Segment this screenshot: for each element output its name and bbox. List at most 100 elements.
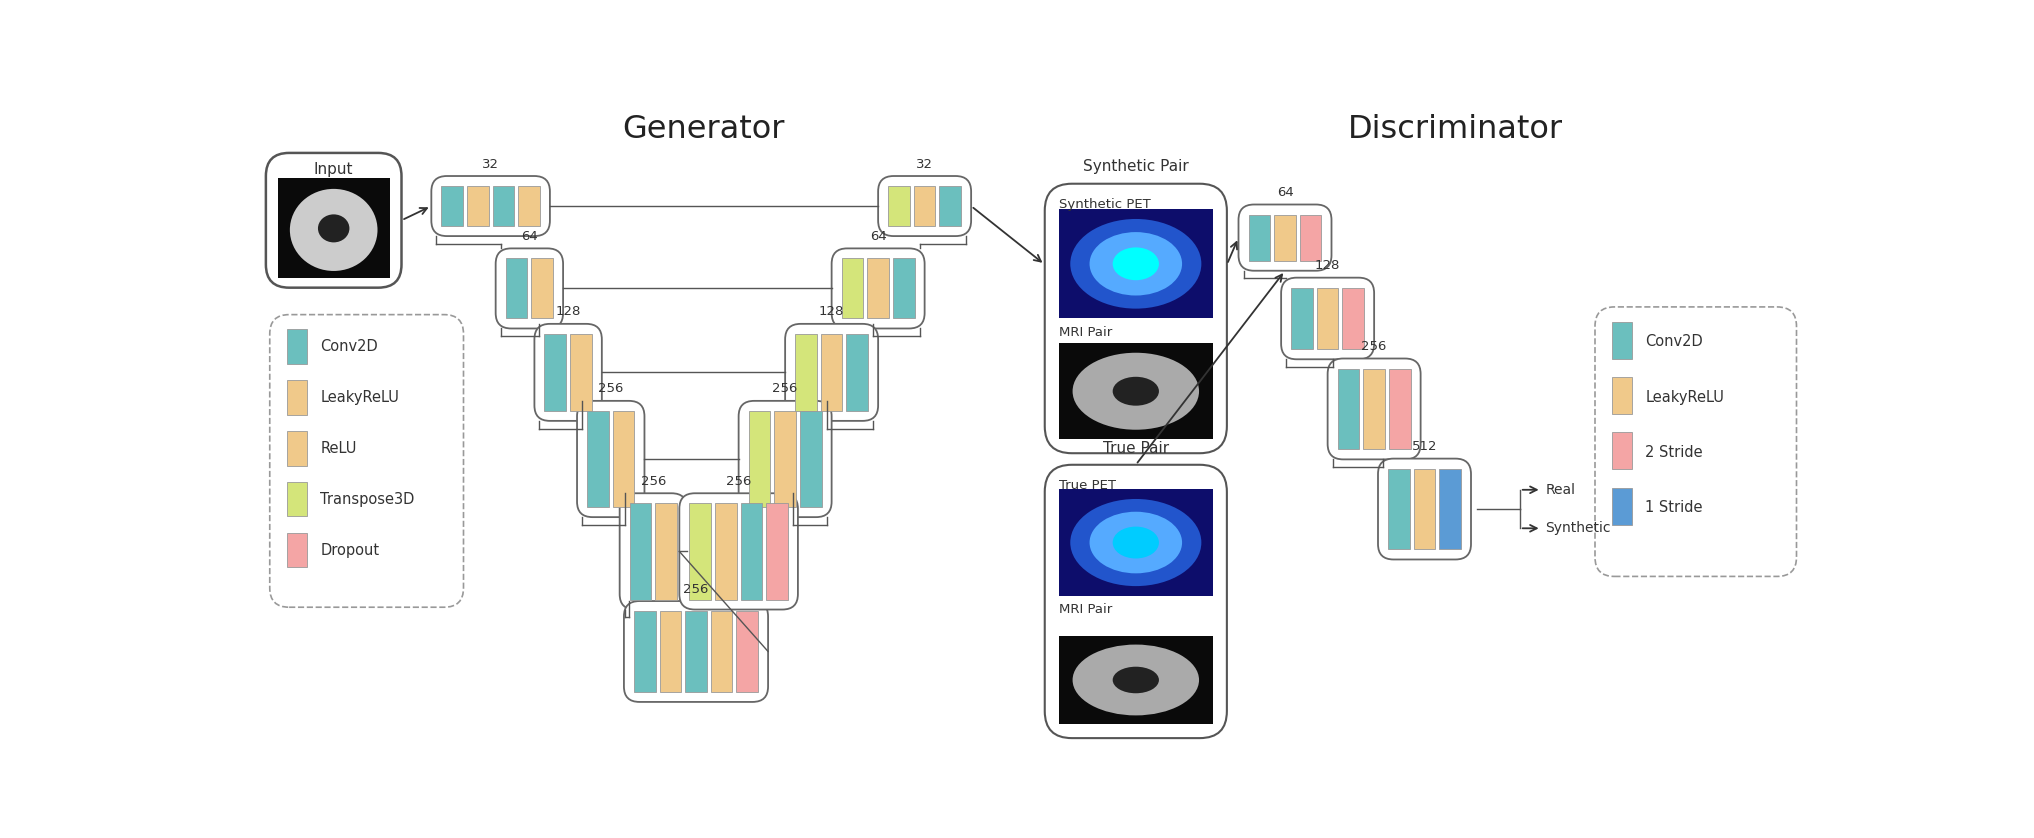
- Text: 64: 64: [1277, 186, 1294, 199]
- Bar: [1613, 322, 1631, 359]
- Text: Discriminator: Discriminator: [1349, 115, 1562, 146]
- Bar: [690, 504, 712, 599]
- Ellipse shape: [1090, 512, 1182, 573]
- Bar: [1613, 377, 1631, 414]
- Bar: [866, 258, 889, 318]
- Bar: [287, 532, 307, 567]
- Bar: [519, 186, 539, 226]
- Bar: [767, 504, 787, 599]
- Text: 64: 64: [871, 230, 887, 243]
- Bar: [1060, 210, 1212, 318]
- Ellipse shape: [1070, 219, 1202, 308]
- Text: 256: 256: [726, 475, 751, 488]
- Bar: [441, 186, 464, 226]
- Text: 2 Stride: 2 Stride: [1646, 445, 1702, 460]
- Bar: [631, 504, 651, 599]
- FancyBboxPatch shape: [1045, 184, 1227, 453]
- FancyBboxPatch shape: [431, 176, 549, 236]
- Bar: [287, 329, 307, 364]
- Bar: [1060, 636, 1212, 724]
- Bar: [846, 334, 869, 411]
- Text: Synthetic Pair: Synthetic Pair: [1082, 159, 1188, 174]
- Bar: [655, 504, 677, 599]
- Bar: [1342, 287, 1365, 349]
- Bar: [635, 611, 655, 692]
- Bar: [287, 380, 307, 415]
- Bar: [612, 411, 635, 507]
- Bar: [842, 258, 862, 318]
- Text: 256: 256: [598, 382, 624, 396]
- Ellipse shape: [317, 215, 350, 242]
- Bar: [1060, 343, 1212, 439]
- Bar: [545, 334, 565, 411]
- Text: 128: 128: [555, 306, 582, 318]
- Text: Generator: Generator: [622, 115, 785, 146]
- Bar: [277, 178, 391, 278]
- Bar: [893, 258, 915, 318]
- Text: Synthetic: Synthetic: [1546, 521, 1611, 535]
- Bar: [716, 504, 736, 599]
- Text: Input: Input: [313, 163, 354, 177]
- Text: MRI Pair: MRI Pair: [1060, 603, 1113, 617]
- Text: 128: 128: [1314, 259, 1340, 272]
- Bar: [1613, 432, 1631, 469]
- Ellipse shape: [1072, 353, 1200, 430]
- Bar: [287, 431, 307, 466]
- Bar: [570, 334, 592, 411]
- Text: Real: Real: [1546, 483, 1576, 497]
- Ellipse shape: [291, 189, 378, 271]
- FancyBboxPatch shape: [1328, 359, 1420, 459]
- Ellipse shape: [1113, 526, 1159, 558]
- Bar: [1060, 489, 1212, 596]
- FancyBboxPatch shape: [785, 323, 879, 421]
- Text: MRI Pair: MRI Pair: [1060, 326, 1113, 339]
- Text: Dropout: Dropout: [319, 543, 378, 558]
- Bar: [1387, 468, 1410, 550]
- Ellipse shape: [1113, 247, 1159, 280]
- Ellipse shape: [1113, 377, 1159, 406]
- Bar: [287, 482, 307, 516]
- Bar: [1414, 468, 1436, 550]
- Text: True PET: True PET: [1060, 478, 1117, 492]
- Text: 32: 32: [915, 158, 934, 171]
- Bar: [1363, 369, 1385, 449]
- Bar: [506, 258, 527, 318]
- FancyBboxPatch shape: [1281, 277, 1375, 360]
- Text: 32: 32: [482, 158, 498, 171]
- Bar: [940, 186, 960, 226]
- Bar: [1338, 369, 1359, 449]
- Bar: [531, 258, 553, 318]
- FancyBboxPatch shape: [266, 153, 401, 287]
- Bar: [1249, 215, 1271, 261]
- Text: 512: 512: [1412, 440, 1438, 453]
- Bar: [1613, 488, 1631, 525]
- Bar: [685, 611, 708, 692]
- FancyBboxPatch shape: [1045, 465, 1227, 738]
- FancyBboxPatch shape: [496, 248, 563, 328]
- Text: Conv2D: Conv2D: [319, 339, 378, 354]
- Text: Transpose3D: Transpose3D: [319, 492, 415, 507]
- Bar: [492, 186, 515, 226]
- Text: 128: 128: [820, 306, 844, 318]
- FancyBboxPatch shape: [535, 323, 602, 421]
- Text: 64: 64: [521, 230, 537, 243]
- Text: Synthetic PET: Synthetic PET: [1060, 198, 1151, 210]
- Bar: [913, 186, 936, 226]
- Text: 256: 256: [683, 582, 708, 596]
- Bar: [1440, 468, 1460, 550]
- Bar: [1389, 369, 1410, 449]
- Bar: [1316, 287, 1338, 349]
- Bar: [749, 411, 771, 507]
- Ellipse shape: [1072, 644, 1200, 716]
- Bar: [659, 611, 681, 692]
- Text: LeakyReLU: LeakyReLU: [319, 391, 399, 406]
- FancyBboxPatch shape: [879, 176, 970, 236]
- FancyBboxPatch shape: [1377, 458, 1471, 560]
- FancyBboxPatch shape: [832, 248, 925, 328]
- Bar: [822, 334, 842, 411]
- FancyBboxPatch shape: [1595, 307, 1796, 577]
- Bar: [588, 411, 608, 507]
- Bar: [795, 334, 818, 411]
- FancyBboxPatch shape: [738, 401, 832, 517]
- Bar: [736, 611, 759, 692]
